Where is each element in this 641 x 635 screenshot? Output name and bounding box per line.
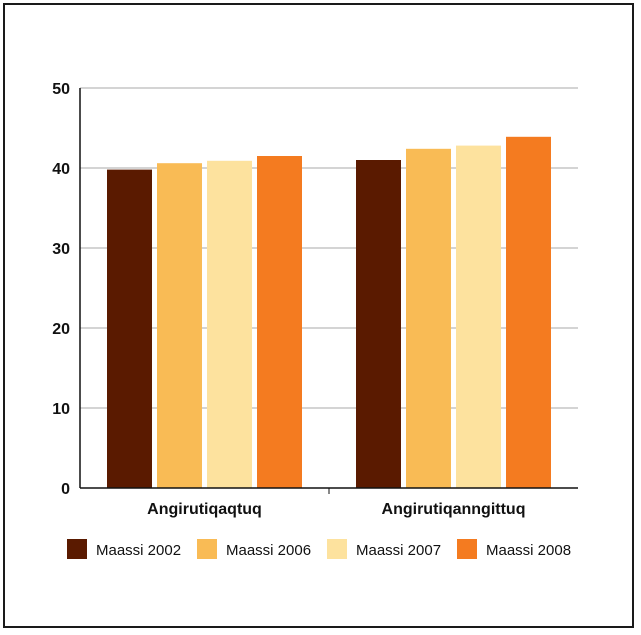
y-tick-label: 10 <box>52 401 70 418</box>
bar-4-2 <box>506 136 551 489</box>
legend-swatch-2 <box>197 539 217 559</box>
y-tick-label: 40 <box>52 161 70 178</box>
x-category-label: Angirutiqanngittuq <box>382 501 526 518</box>
bar-2-1 <box>157 163 202 488</box>
legend-swatch-3 <box>327 539 347 559</box>
x-category-label: Angirutiqaqtuq <box>147 501 262 518</box>
bar-2-2 <box>406 148 451 489</box>
legend-swatch-1 <box>67 539 87 559</box>
legend-label-4: Maassi 2008 <box>486 542 571 559</box>
y-tick-label: 30 <box>52 241 70 258</box>
legend-label-2: Maassi 2006 <box>226 542 311 559</box>
y-tick-label: 20 <box>52 321 70 338</box>
bar-3-2 <box>456 145 501 488</box>
bar-4-1 <box>257 156 302 488</box>
y-tick-label: 0 <box>61 481 70 498</box>
y-tick-label: 50 <box>52 81 70 98</box>
bar-1-2 <box>356 160 401 488</box>
bar-1-1 <box>107 169 152 488</box>
legend-label-1: Maassi 2002 <box>96 542 181 559</box>
legend-swatch-4 <box>457 539 477 559</box>
legend-label-3: Maassi 2007 <box>356 542 441 559</box>
bar-3-1 <box>207 160 252 489</box>
